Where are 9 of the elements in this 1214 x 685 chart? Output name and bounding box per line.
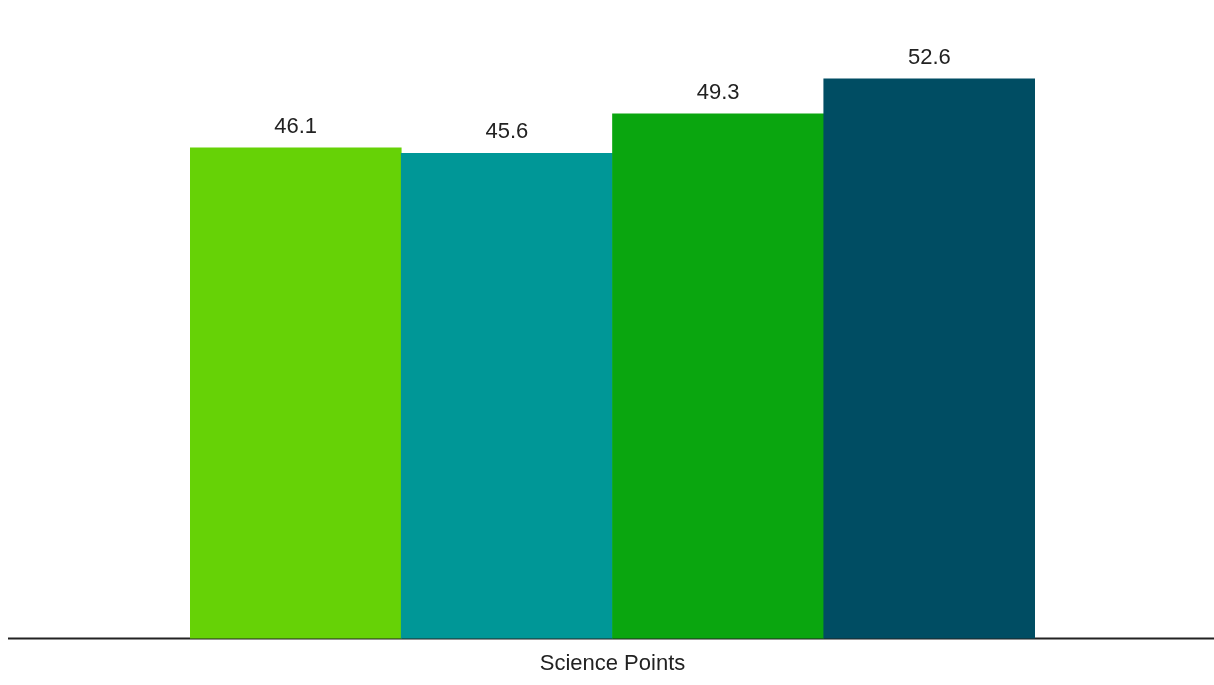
data-label: 46.1 [274,113,318,138]
bar [190,147,402,639]
bar [612,113,825,639]
data-label: 52.6 [907,43,951,69]
x-axis-title: Science Points [539,649,686,675]
data-label: 45.6 [485,118,529,144]
bar [400,152,613,639]
bar [823,78,1035,639]
data-label: 49.3 [696,78,740,104]
